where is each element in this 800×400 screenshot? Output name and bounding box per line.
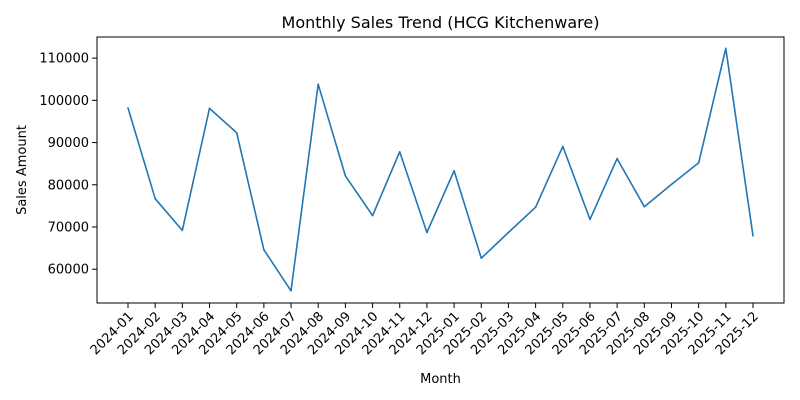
y-tick-label: 100000 [39,94,89,109]
data-point [643,205,646,208]
data-point [534,206,537,208]
data-point [507,231,510,234]
plot-frame [96,36,785,304]
data-point [561,145,564,148]
y-tick-label: 60000 [48,263,89,278]
data-point [127,107,129,109]
data-point [398,151,401,153]
y-tick-label: 110000 [39,52,89,67]
y-tick-label: 70000 [48,221,89,236]
data-point [697,162,700,164]
data-point [616,157,618,160]
data-point [154,197,156,200]
data-point [235,132,238,134]
y-tick-label: 90000 [48,136,89,151]
data-point [371,214,374,217]
data-point [589,218,591,221]
data-point [670,183,673,186]
y-axis-label: Sales Amount [15,125,30,215]
data-point [480,257,483,260]
data-point [317,83,320,86]
data-point [181,229,184,232]
data-point [453,170,455,172]
data-point [290,289,292,292]
y-tick-label: 80000 [48,178,89,193]
data-point [208,107,211,110]
chart-title: Monthly Sales Trend (HCG Kitchenware) [282,13,600,32]
data-point [426,231,428,234]
x-axis-label: Month [420,372,461,387]
data-point [263,249,265,251]
sales-series-line [127,47,754,292]
data-point [344,175,347,177]
data-point [725,47,727,50]
data-point [752,235,754,237]
